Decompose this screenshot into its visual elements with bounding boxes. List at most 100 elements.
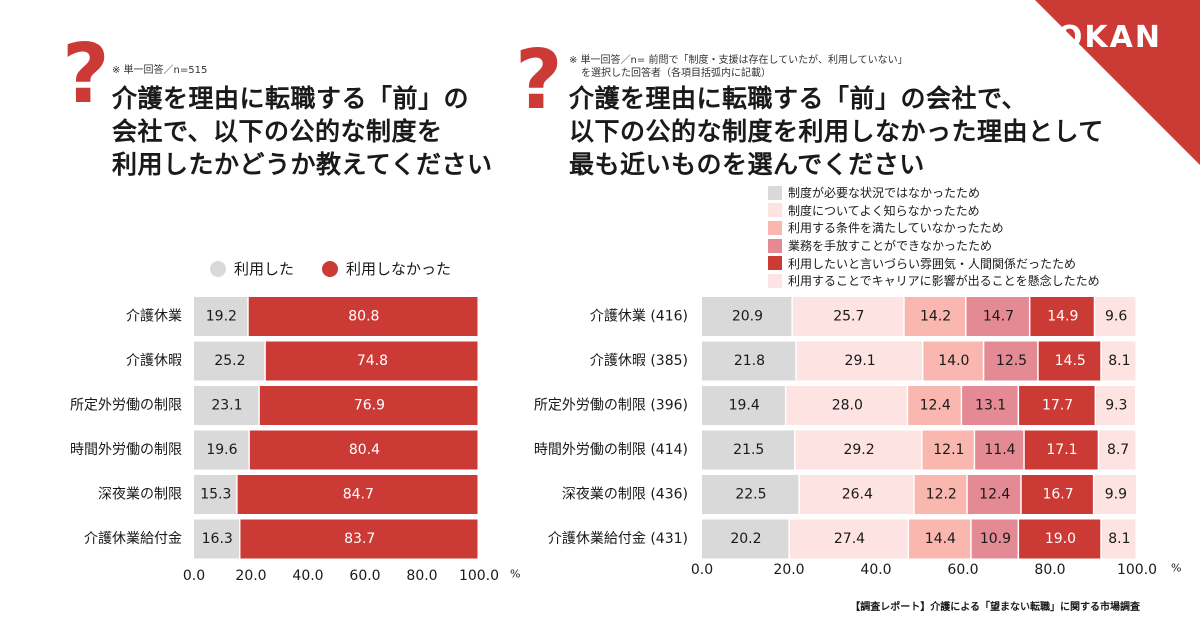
right-bar-segment	[1101, 519, 1136, 559]
left-data-label: 19.2	[206, 309, 237, 325]
right-x-tick-label: 80.0	[1034, 562, 1065, 578]
right-data-label: 20.2	[730, 531, 761, 547]
left-x-tick-label: 60.0	[349, 568, 380, 584]
right-data-label: 14.0	[938, 353, 969, 369]
right-bar-segment	[795, 430, 922, 470]
legend-item: 制度についてよく知らなかったため	[768, 202, 1100, 220]
right-data-label: 10.9	[980, 531, 1011, 547]
left-category-label: 介護休業給付金	[84, 531, 182, 547]
right-data-label: 28.0	[832, 398, 863, 414]
right-data-label: 19.0	[1045, 531, 1076, 547]
right-bar-segment	[702, 519, 789, 559]
left-data-label: 15.3	[200, 487, 231, 503]
left-bar-segment	[248, 297, 478, 336]
legend-swatch	[768, 256, 782, 271]
right-bar-segment	[796, 341, 922, 381]
left-bar-segment	[194, 341, 265, 381]
right-bar-segment	[975, 430, 1024, 470]
left-x-tick-label: 80.0	[406, 568, 437, 584]
legend-item-not-used: 利用しなかった	[322, 258, 451, 279]
right-data-label: 29.1	[845, 353, 876, 369]
left-bar-segment	[249, 430, 478, 470]
left-bar-segment	[240, 519, 478, 559]
left-note: ※ 単一回答／n=515	[112, 65, 208, 76]
legend-item: 利用することでキャリアに影響が出ることを懸念したため	[768, 272, 1100, 290]
right-bar-segment	[967, 475, 1021, 514]
right-bar-segment	[1021, 475, 1093, 514]
right-bar-segment	[966, 297, 1029, 336]
left-data-label: 83.7	[344, 531, 375, 547]
brand-corner-triangle	[1035, 0, 1200, 165]
right-x-tick-label: 40.0	[860, 562, 891, 578]
legend-swatch	[768, 185, 782, 200]
left-title: 介護を理由に転職する「前」の 会社で、以下の公的な制度を 利用したかどうか教えて…	[112, 82, 493, 181]
left-category-label: 深夜業の制限	[98, 487, 182, 503]
right-data-label: 14.2	[920, 309, 951, 325]
legend-label: 制度が必要な状況ではなかったため	[788, 186, 981, 201]
right-bar-segment	[922, 430, 974, 470]
legend-swatch	[322, 260, 339, 277]
right-bar-segment	[962, 386, 1018, 425]
left-x-tick-label: 100.0	[459, 568, 499, 584]
left-data-label: 16.3	[202, 531, 233, 547]
right-bar-segment	[1038, 341, 1101, 381]
right-data-label: 12.2	[926, 487, 957, 503]
right-data-label: 8.1	[1108, 353, 1130, 369]
left-bar-segment	[194, 430, 249, 470]
right-bar-segment	[702, 386, 785, 425]
right-x-unit-label: %	[1171, 562, 1181, 575]
right-question-mark-icon: ?	[515, 33, 563, 128]
right-category-label: 介護休業給付金 (431)	[548, 531, 688, 547]
right-chart-legend: 制度が必要な状況ではなかったため 制度についてよく知らなかったため 利用する条件…	[768, 184, 1100, 290]
right-title: 介護を理由に転職する「前」の会社で、 以下の公的な制度を利用しなかった理由として…	[569, 82, 1104, 181]
left-bar-segment	[194, 297, 248, 336]
right-x-tick-label: 20.0	[773, 562, 804, 578]
right-data-label: 12.4	[979, 487, 1010, 503]
right-note-line: を選択した回答者（各項目括弧内に記載）	[581, 68, 771, 79]
right-data-label: 26.4	[842, 487, 873, 503]
right-x-tick-label: 0.0	[691, 562, 713, 578]
left-data-label: 80.4	[349, 442, 380, 458]
right-bar-segment	[702, 475, 799, 514]
right-title-line: 最も近いものを選んでください	[569, 150, 925, 179]
left-x-tick-label: 0.0	[183, 568, 205, 584]
right-bar-segment	[702, 341, 796, 381]
legend-label: 制度についてよく知らなかったため	[788, 203, 980, 218]
right-x-tick-label: 60.0	[947, 562, 978, 578]
legend-swatch	[768, 220, 782, 235]
right-data-label: 8.1	[1108, 531, 1130, 547]
right-bar-segment	[1019, 386, 1095, 425]
right-category-label: 時間外労働の制限 (414)	[534, 442, 688, 458]
right-title-line: 以下の公的な制度を利用しなかった理由として	[569, 117, 1104, 146]
right-data-label: 20.9	[732, 309, 763, 325]
legend-item: 利用する条件を満たしていなかったため	[768, 219, 1100, 237]
right-bar-segment	[909, 519, 971, 559]
left-bar-segment	[259, 386, 478, 425]
legend-label: 利用する条件を満たしていなかったため	[788, 221, 1004, 236]
source-caption: 【調査レポート】介護による「望まない転職」に関する市場調査	[850, 602, 1140, 613]
right-note-line: ※ 単一回答／n= 前問で「制度・支援は存在していたが、利用していない」	[569, 55, 908, 66]
left-bar-segment	[237, 475, 478, 514]
right-data-label: 22.5	[735, 487, 766, 503]
legend-swatch	[768, 203, 782, 218]
right-category-label: 介護休業 (416)	[590, 309, 688, 325]
right-category-label: 所定外労働の制限 (396)	[534, 398, 688, 414]
right-bar-segment	[1099, 430, 1136, 470]
left-bar-segment	[194, 519, 239, 559]
right-data-label: 14.5	[1055, 353, 1086, 369]
left-bar-segment	[194, 475, 237, 514]
left-category-label: 時間外労働の制限	[70, 442, 182, 458]
right-data-label: 17.1	[1046, 442, 1077, 458]
left-bar-segment	[265, 341, 478, 381]
right-bar-segment	[914, 475, 967, 514]
right-data-label: 25.7	[833, 309, 864, 325]
left-data-label: 80.8	[348, 309, 379, 325]
left-data-label: 23.1	[211, 398, 242, 414]
right-bar-segment	[1094, 475, 1136, 514]
right-bar-segment	[904, 297, 965, 336]
right-data-label: 9.3	[1105, 398, 1127, 414]
legend-item: 業務を手放すことができなかったため	[768, 237, 1100, 255]
right-bar-segment	[702, 297, 792, 336]
left-category-label: 介護休暇	[126, 353, 182, 369]
